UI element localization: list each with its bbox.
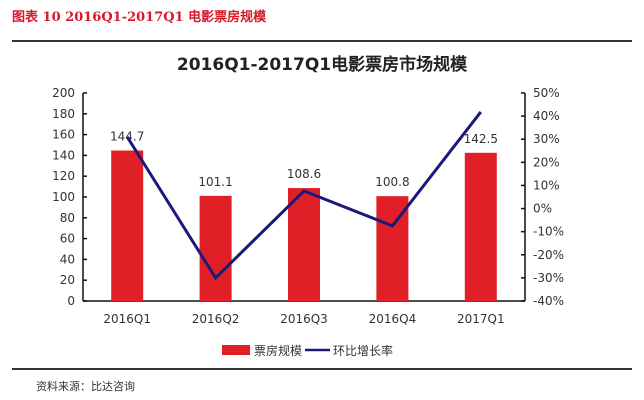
right-axis-tick-label: -20% bbox=[533, 248, 564, 262]
left-axis-tick-label: 160 bbox=[52, 128, 75, 142]
left-axis-tick-label: 120 bbox=[52, 169, 75, 183]
right-axis-tick-label: 50% bbox=[533, 86, 560, 100]
right-axis-tick-label: -10% bbox=[533, 225, 564, 239]
top-rule bbox=[12, 40, 632, 42]
left-axis-tick-label: 0 bbox=[67, 294, 75, 308]
bottom-rule bbox=[12, 368, 632, 370]
legend-line-label: 环比增长率 bbox=[333, 343, 393, 358]
bar-value-label: 100.8 bbox=[375, 175, 409, 189]
left-axis-tick-label: 180 bbox=[52, 107, 75, 121]
left-axis-tick-label: 20 bbox=[60, 273, 75, 287]
bar-2016Q1 bbox=[111, 150, 144, 301]
bar-2017Q1 bbox=[464, 152, 497, 301]
bar-2016Q2 bbox=[199, 195, 232, 301]
x-axis-tick-label: 2016Q3 bbox=[280, 312, 328, 326]
left-axis-tick-label: 40 bbox=[60, 252, 75, 266]
source-note: 资料来源：比达咨询 bbox=[36, 380, 135, 393]
left-axis-tick-label: 80 bbox=[60, 211, 75, 225]
right-axis-tick-label: 30% bbox=[533, 132, 560, 146]
bar-value-label: 142.5 bbox=[464, 132, 498, 146]
bar-value-label: 108.6 bbox=[287, 167, 321, 181]
figure-caption: 图表 10 2016Q1-2017Q1 电影票房规模 bbox=[12, 10, 267, 25]
left-axis-tick-label: 200 bbox=[52, 86, 75, 100]
right-axis-tick-label: -40% bbox=[533, 294, 564, 308]
right-axis-tick-label: 10% bbox=[533, 178, 560, 192]
bar-value-label: 144.7 bbox=[110, 130, 144, 144]
legend-bar-swatch bbox=[222, 345, 250, 355]
chart-title: 2016Q1-2017Q1电影票房市场规模 bbox=[176, 55, 468, 75]
left-axis-tick-label: 60 bbox=[60, 232, 75, 246]
x-axis-tick-label: 2016Q1 bbox=[103, 312, 151, 326]
bar-2016Q3 bbox=[288, 188, 320, 301]
right-axis-tick-label: 0% bbox=[533, 202, 552, 216]
left-axis-tick-label: 100 bbox=[52, 190, 75, 204]
x-axis-tick-label: 2017Q1 bbox=[457, 312, 505, 326]
x-axis-tick-label: 2016Q4 bbox=[369, 312, 417, 326]
growth-rate-line bbox=[125, 111, 482, 281]
right-axis-tick-label: -30% bbox=[533, 271, 564, 285]
x-axis-tick-label: 2016Q2 bbox=[192, 312, 240, 326]
right-axis-tick-label: 40% bbox=[533, 109, 560, 123]
left-axis-tick-label: 140 bbox=[52, 148, 75, 162]
bar-value-label: 101.1 bbox=[198, 175, 232, 189]
legend-bar-label: 票房规模 bbox=[254, 343, 302, 358]
right-axis-tick-label: 20% bbox=[533, 155, 560, 169]
